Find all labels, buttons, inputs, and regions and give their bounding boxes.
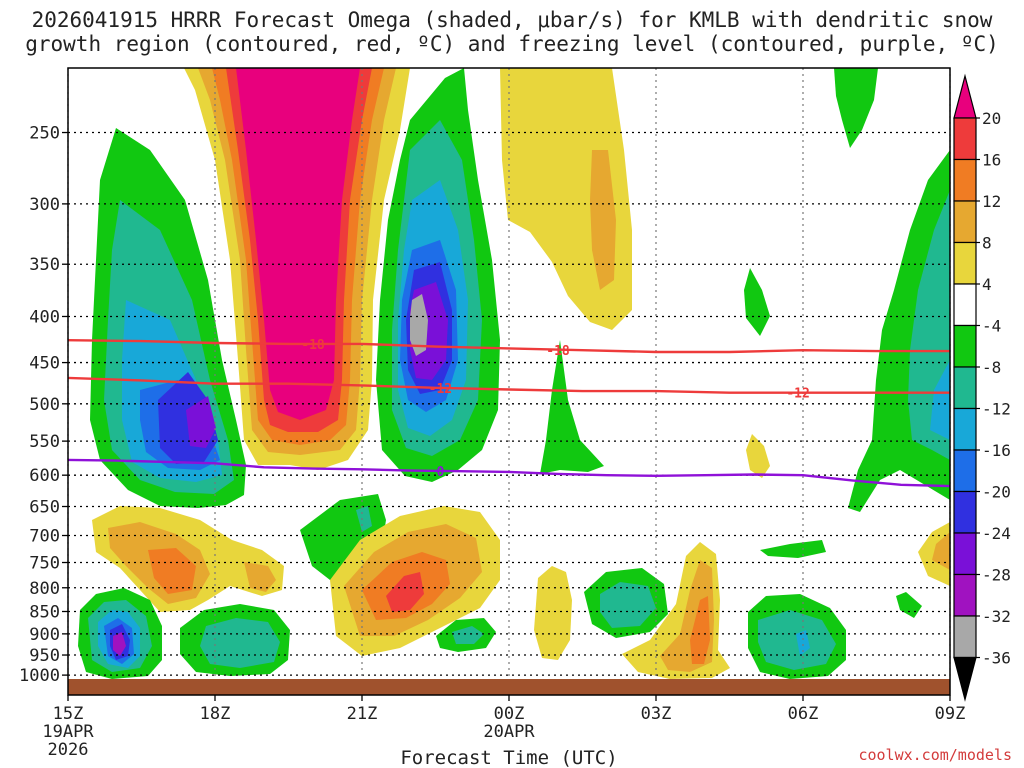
colorbar-swatch-10 xyxy=(953,490,977,534)
y-tick-label-750: 750 xyxy=(29,554,60,574)
colorbar-label-5: -4 xyxy=(982,317,1001,336)
contour-label--18-1: -18 xyxy=(546,344,570,359)
colorbar-label-6: -8 xyxy=(982,358,1001,377)
x-tick-label-03Z: 03Z xyxy=(641,704,672,724)
colorbar-label-8: -16 xyxy=(982,441,1011,460)
x-tick-label-18Z: 18Z xyxy=(200,704,231,724)
colorbar-swatch-9 xyxy=(953,449,977,493)
omega-shade-magenta xyxy=(236,68,360,420)
colorbar-top-arrow xyxy=(953,73,977,119)
x-axis-label: Forecast Time (UTC) xyxy=(400,747,617,768)
omega-shade-gold-right-low xyxy=(932,532,950,570)
y-tick-label-500: 500 xyxy=(29,395,60,415)
contour-lines: -18 -18 -12 -12 0 xyxy=(67,338,951,488)
contour-label--18-0: -18 xyxy=(301,338,325,353)
colorbar-label-0: 20 xyxy=(982,109,1001,128)
contour-dendritic-growth--12C xyxy=(67,376,950,394)
y-tick-label-400: 400 xyxy=(29,307,60,327)
chart-title-line-2: growth region (contoured, red, ºC) and f… xyxy=(25,32,999,56)
colorbar-swatch-12 xyxy=(953,573,977,617)
y-tick-label-450: 450 xyxy=(29,354,60,374)
colorbar-label-11: -28 xyxy=(982,566,1011,585)
y-axis: 250 300 350 400 450 500 550 600 650 700 750 800 850 9… xyxy=(19,124,68,686)
omega-shade-orange-04z xyxy=(690,596,710,664)
colorbar-swatch-4 xyxy=(953,241,977,285)
colorbar-label-7: -12 xyxy=(982,400,1011,419)
y-tick-label-650: 650 xyxy=(29,498,60,518)
x-tick-label-06Z: 06Z xyxy=(788,704,819,724)
x-tick-label-15Z: 15Z xyxy=(53,704,84,724)
colorbar-swatch-6 xyxy=(953,324,977,368)
colorbar-label-2: 12 xyxy=(982,192,1001,211)
colorbar-swatch-7 xyxy=(953,366,977,410)
colorbar-label-13: -36 xyxy=(982,649,1011,668)
y-tick-label-250: 250 xyxy=(29,124,60,144)
contour-label--12-0: -12 xyxy=(429,382,452,397)
colorbar-label-3: 8 xyxy=(982,234,992,253)
contour-label--12-1: -12 xyxy=(786,387,809,402)
omega-shade-teal-mid-low xyxy=(356,506,372,532)
y-tick-label-550: 550 xyxy=(29,432,60,452)
x-tick-sublabel-19APR: 19APR xyxy=(42,722,94,742)
contour-dendritic-growth--18C xyxy=(67,339,950,354)
ground-surface-bar xyxy=(68,679,950,695)
x-tick-sublabel-20APR: 20APR xyxy=(483,722,535,742)
omega-shade-gold-upper xyxy=(590,150,616,290)
colorbar-label-1: 16 xyxy=(982,151,1001,170)
omega-shade-teal-23z-low xyxy=(452,626,484,644)
omega-shade-red-lc xyxy=(386,572,424,612)
colorbar-swatch-11 xyxy=(953,532,977,576)
y-tick-label-700: 700 xyxy=(29,527,60,547)
y-tick-label-850: 850 xyxy=(29,602,60,622)
omega-shade-gold-ll2 xyxy=(244,562,276,592)
omega-shade-green-topright xyxy=(834,68,878,148)
site-credit: coolwx.com/models xyxy=(858,746,1012,764)
y-tick-label-1000: 1000 xyxy=(19,666,60,686)
omega-shade-yellow-01z xyxy=(534,566,572,660)
colorbar-swatch-3 xyxy=(953,200,977,244)
colorbar-swatch-5 xyxy=(953,283,977,327)
chart-title-line-1: 2026041915 HRRR Forecast Omega (shaded, … xyxy=(31,8,993,32)
omega-shade-cyan-right xyxy=(930,360,950,440)
omega-shade-gray-center xyxy=(410,294,428,356)
colorbar-swatch-1 xyxy=(953,117,977,161)
colorbar-swatch-2 xyxy=(953,158,977,202)
omega-shade-green-05z-700 xyxy=(760,540,826,558)
y-tick-label-950: 950 xyxy=(29,646,60,666)
x-tick-label-00Z: 00Z xyxy=(494,704,525,724)
omega-shade-cyan-06z xyxy=(796,630,810,656)
y-tick-label-350: 350 xyxy=(29,255,60,275)
omega-shade-orange-ll xyxy=(148,548,196,594)
omega-shade-teal-18z-low xyxy=(200,618,280,668)
omega-shade-purple-left xyxy=(186,396,216,448)
colorbar-legend: 20 16 12 8 4 -4 -8 -12 -16 -20 -24 -28 -32 -36 xyxy=(953,73,1011,702)
contour-label-0-0: 0 xyxy=(436,465,444,480)
colorbar-label-4: 4 xyxy=(982,275,992,294)
y-tick-label-300: 300 xyxy=(29,195,60,215)
omega-shade-teal-02z xyxy=(600,582,656,628)
colorbar-bottom-arrow xyxy=(953,656,977,702)
colorbar-swatch-13 xyxy=(953,615,977,659)
colorbar-swatch-8 xyxy=(953,407,977,451)
colorbar-label-10: -24 xyxy=(982,524,1011,543)
omega-shade-green-thin-2 xyxy=(744,268,770,336)
colorbar-label-9: -20 xyxy=(982,483,1011,502)
omega-shade-purple-bl xyxy=(113,632,126,656)
x-tick-label-09Z: 09Z xyxy=(935,704,966,724)
x-tick-label-21Z: 21Z xyxy=(347,704,378,724)
y-tick-label-900: 900 xyxy=(29,625,60,645)
y-tick-label-800: 800 xyxy=(29,579,60,599)
omega-shade-yellow-small-right xyxy=(746,434,770,478)
y-tick-label-600: 600 xyxy=(29,466,60,486)
contour-freezing-level-0C xyxy=(67,458,951,488)
colorbar-label-12: -32 xyxy=(982,607,1011,626)
x-tick-sublabel-2026: 2026 xyxy=(48,740,89,760)
